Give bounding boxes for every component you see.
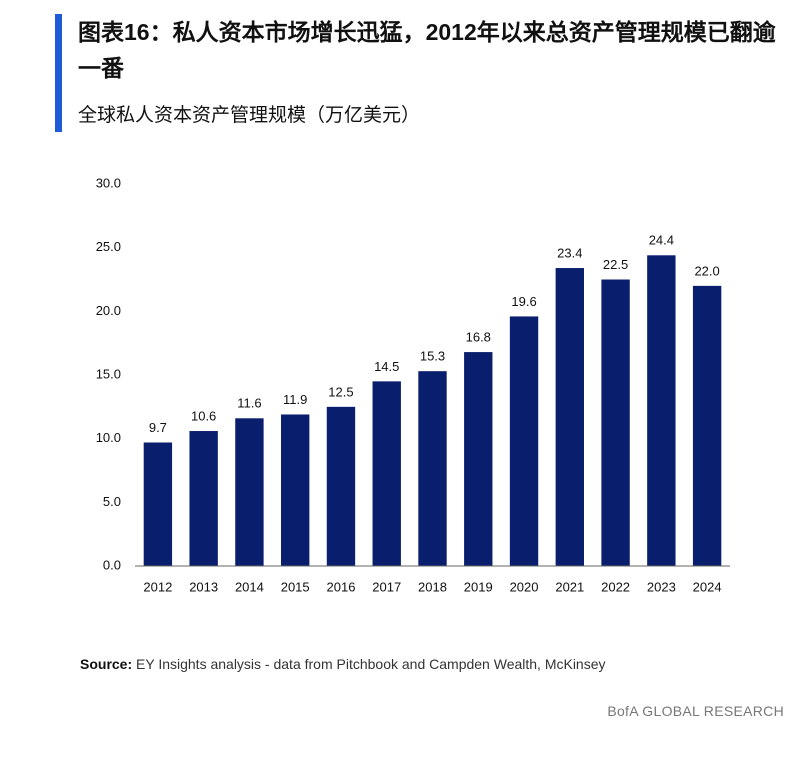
data-label: 11.9 <box>283 392 307 407</box>
y-tick-label: 5.0 <box>103 494 121 509</box>
x-tick-label: 2024 <box>693 579 722 594</box>
data-label: 10.6 <box>191 408 216 423</box>
chart-title: 图表16：私人资本市场增长迅猛，2012年以来总资产管理规模已翻逾一番 <box>78 19 776 81</box>
x-tick-label: 2018 <box>418 579 447 594</box>
data-label: 24.4 <box>649 233 674 248</box>
y-tick-label: 10.0 <box>96 430 121 445</box>
source-label: Source: <box>80 656 133 672</box>
data-label: 14.5 <box>374 359 399 374</box>
x-tick-label: 2016 <box>327 579 356 594</box>
x-tick-label: 2012 <box>143 579 172 594</box>
x-tick-label: 2023 <box>647 579 676 594</box>
bar <box>372 381 401 566</box>
bar <box>143 442 173 566</box>
bar <box>692 285 722 566</box>
y-tick-label: 15.0 <box>96 366 121 381</box>
chart-subtitle: 全球私人资本资产管理规模（万亿美元） <box>78 105 421 126</box>
data-label: 9.7 <box>149 420 167 435</box>
x-tick-label: 2017 <box>372 579 401 594</box>
bar <box>464 352 493 566</box>
x-tick-label: 2014 <box>235 579 264 594</box>
bar <box>326 406 356 566</box>
data-label: 16.8 <box>466 330 491 345</box>
source: Source: EY Insights analysis - data from… <box>80 656 606 672</box>
bar <box>235 418 264 566</box>
y-tick-label: 0.0 <box>103 557 121 572</box>
x-tick-label: 2019 <box>464 579 493 594</box>
bar <box>281 414 310 566</box>
data-label: 11.6 <box>237 396 261 411</box>
x-tick-label: 2020 <box>510 579 539 594</box>
data-label: 22.0 <box>694 263 719 278</box>
y-tick-label: 20.0 <box>96 303 121 318</box>
source-text: EY Insights analysis - data from Pitchbo… <box>136 656 606 672</box>
chart: 0.0 5.0 10.0 15.0 20.0 25.0 30.0 2012 9.7 2013 10.… <box>96 175 730 594</box>
x-tick-label: 2013 <box>189 579 218 594</box>
accent-bar <box>55 14 62 132</box>
bar <box>418 371 447 566</box>
y-tick-label: 30.0 <box>96 175 121 190</box>
data-label: 12.5 <box>328 384 353 399</box>
x-tick-label: 2015 <box>281 579 310 594</box>
bar <box>555 268 584 566</box>
data-label: 15.3 <box>420 349 445 364</box>
x-tick-label: 2021 <box>555 579 584 594</box>
y-tick-label: 25.0 <box>96 239 121 254</box>
bar <box>189 431 218 566</box>
data-label: 23.4 <box>557 245 582 260</box>
data-label: 19.6 <box>511 294 536 309</box>
bar <box>509 316 539 566</box>
x-tick-label: 2022 <box>601 579 630 594</box>
footer: BofA GLOBAL RESEARCH <box>607 703 784 719</box>
data-label: 22.5 <box>603 257 628 272</box>
bar <box>601 279 630 566</box>
bar <box>647 255 676 566</box>
